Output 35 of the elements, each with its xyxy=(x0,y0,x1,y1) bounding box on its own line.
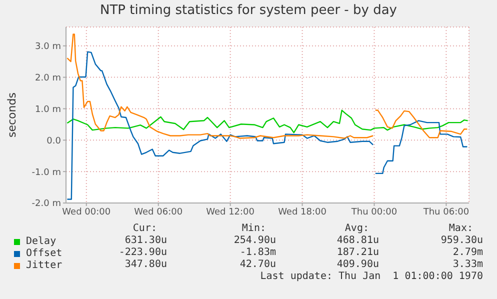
x-tick-label: Thu 06:00 xyxy=(422,207,470,218)
legend-label: Offset xyxy=(25,248,62,259)
y-tick-label: -1.0 m xyxy=(32,168,61,178)
text: 409.90u xyxy=(336,259,379,271)
text: Min: xyxy=(242,223,266,235)
x-tick-label: Wed 18:00 xyxy=(278,207,327,218)
text: Last update: Thu Jan 1 01:00:00 1970 xyxy=(260,271,483,283)
text: 347.80u xyxy=(124,259,167,271)
text: 468.81u xyxy=(336,235,379,247)
text: 2.79m xyxy=(452,247,483,259)
x-tick-label: Thu 00:00 xyxy=(350,207,398,218)
x-tick-label: Wed 00:00 xyxy=(62,207,111,218)
y-axis-title: seconds xyxy=(6,92,18,138)
x-tick-label: Wed 06:00 xyxy=(134,207,183,218)
text: -223.90u xyxy=(118,247,167,259)
text: -1.83m xyxy=(240,247,276,259)
legend-label: Delay xyxy=(25,236,56,247)
chart-title: NTP timing statistics for system peer - by day xyxy=(98,3,398,18)
x-tick-label: Wed 12:00 xyxy=(206,207,255,218)
text: 254.90u xyxy=(234,235,276,247)
text: 187.21u xyxy=(336,247,379,259)
text: 631.30u xyxy=(124,235,167,247)
y-tick-label: 3.0 m xyxy=(35,42,61,52)
y-tick-label: -2.0 m xyxy=(32,199,61,210)
text: Avg: xyxy=(344,223,369,235)
legend-label: Jitter xyxy=(25,260,62,271)
text: 3.33m xyxy=(452,259,483,271)
text: 42.70u xyxy=(240,259,276,271)
text: Max: xyxy=(448,223,473,235)
y-tick-label: 0.0 xyxy=(46,136,62,146)
text: 959.30u xyxy=(440,235,483,247)
y-tick-label: 1.0 m xyxy=(35,104,61,115)
y-tick-label: 2.0 m xyxy=(35,73,61,84)
line-series xyxy=(66,110,468,134)
text: Cur: xyxy=(132,223,157,235)
